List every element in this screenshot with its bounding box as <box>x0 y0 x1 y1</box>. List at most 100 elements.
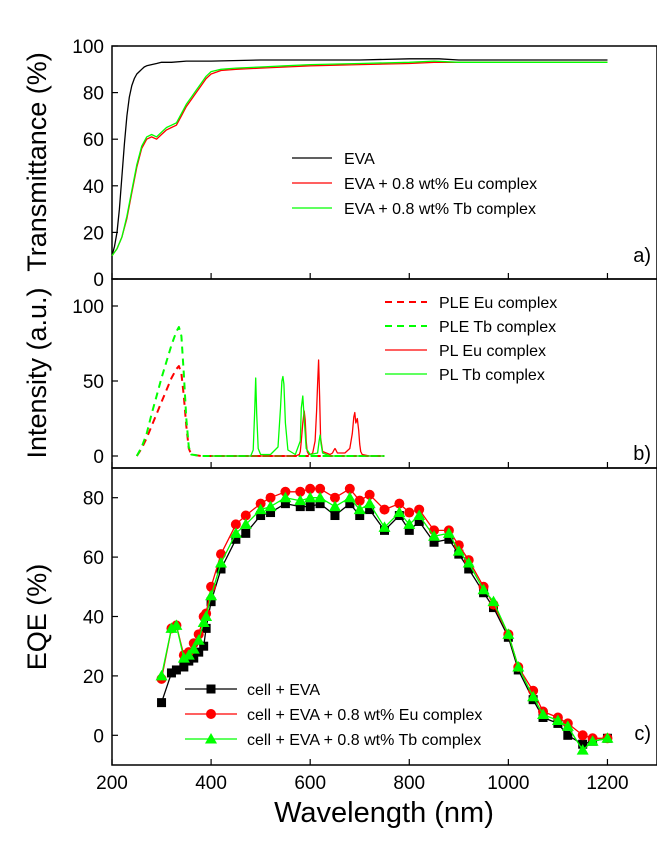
panel-a-y-tick-label: 20 <box>83 223 104 244</box>
panel-c-series-1-point <box>265 492 276 503</box>
panel-c-series-2-point <box>165 622 178 633</box>
panel-a-y-tick-label: 40 <box>83 177 104 198</box>
panel-c-y-axis-label: EQE (%) <box>22 564 52 671</box>
panel-c-series-1-point <box>295 486 306 497</box>
panel-b-series-3-line <box>211 375 385 457</box>
panel-c-series-0-point <box>201 623 211 633</box>
panel-c-series-1-point <box>344 483 355 494</box>
panel-c-series-2-point <box>413 509 426 521</box>
x-tick-label: 1000 <box>487 773 529 794</box>
panel-c-series-2-point <box>205 589 218 601</box>
panel-c-series-2-point <box>294 494 307 506</box>
panel-a-y-tick-label: 0 <box>93 270 104 291</box>
panel-c-y-tick-label: 40 <box>83 608 104 629</box>
panel-c-series-2-point <box>442 527 455 538</box>
panel-c-series-2-point <box>229 527 242 538</box>
x-tick-label: 800 <box>393 773 425 794</box>
panel-c-series-2-point <box>170 619 183 630</box>
panel-c-y-tick-label: 60 <box>83 548 104 569</box>
panel-c-series-0-point <box>199 641 209 651</box>
panel-c-series-0-point <box>266 508 276 518</box>
x-tick-label: 600 <box>294 773 326 794</box>
series-layer <box>111 58 614 755</box>
panel-a-y-tick-label: 80 <box>83 84 104 105</box>
legend-layer: EVA EVA + 0.8 wt% Eu complex EVA + 0.8 wt%… <box>185 151 557 749</box>
panel-b-y-tick-label: 50 <box>83 372 104 393</box>
panel-c-series-0-point <box>464 564 474 574</box>
panel-c-series-2-point <box>343 491 356 503</box>
panel-c-series-1-point <box>577 730 588 741</box>
panel-c-series-2-point <box>393 506 406 518</box>
panel-c-series-2-point <box>477 583 490 595</box>
x-tick-label: 200 <box>96 773 128 794</box>
panel-c-series-2-point <box>512 660 525 672</box>
panel-c-series-2-point <box>192 634 205 645</box>
x-tick-label: 400 <box>195 773 227 794</box>
panel-b-series-1-line <box>135 326 385 457</box>
panel-c-series-0-point <box>444 534 454 544</box>
panel-c-series-2-point <box>254 503 267 515</box>
panel-c-legend-marker <box>206 709 216 719</box>
panel-c-series-2-point <box>353 503 366 515</box>
panel-c-series-2-point <box>197 616 210 627</box>
panel-c-series-0-point <box>330 511 340 521</box>
panel-c-series-2-point <box>177 652 190 663</box>
panel-a-y-tick-label: 60 <box>83 130 104 151</box>
panel-c-series-1-point <box>364 489 375 500</box>
panel-c-series-2-point <box>452 545 465 556</box>
panel-c-tag: c) <box>634 723 651 745</box>
panel-c-series-0-point <box>241 528 251 538</box>
panel-a-series-0-line <box>111 58 608 256</box>
panel-c-series-2-point <box>279 491 292 503</box>
panel-c-series-0-point <box>315 499 325 509</box>
panel-c-series-0-point <box>231 534 241 544</box>
panel-c-series-0-point <box>256 511 266 521</box>
panel-b-y-tick-label: 100 <box>72 297 104 318</box>
panel-c-series-2-point <box>187 643 200 654</box>
panel-c-series-2-point <box>551 714 564 725</box>
panel-c-series-2-point <box>264 500 277 512</box>
panel-c-series-2-point <box>328 500 341 512</box>
panel-c-y-tick-label: 80 <box>83 489 104 510</box>
panel-c-series-0-point <box>295 502 305 512</box>
panel-c-series-0-point <box>365 505 375 515</box>
panel-a-legend-label: EVA <box>344 151 375 168</box>
panel-a-frame <box>111 45 657 280</box>
panel-c-series-2-point <box>576 744 589 755</box>
panel-c-series-0-point <box>179 662 189 672</box>
panel-a-y-axis-label: Transmittance (%) <box>22 52 52 272</box>
panel-c-legend-label: cell + EVA + 0.8 wt% Eu complex <box>247 707 482 724</box>
panel-b-legend-label: PL Eu complex <box>439 343 546 360</box>
panel-c-series-2-point <box>304 491 317 503</box>
panel-c-legend-label: cell + EVA <box>247 682 320 699</box>
panel-c-series-2-point <box>403 518 416 529</box>
panel-c-series-0-point <box>345 499 355 509</box>
panel-a-legend-label: EVA + 0.8 wt% Tb complex <box>344 201 536 218</box>
panel-c-series-2-point <box>561 720 574 731</box>
panel-c-series-0-point <box>404 525 414 535</box>
panel-c-series-1-point <box>404 507 415 518</box>
panel-c-series-2-point <box>314 491 327 503</box>
panel-c-legend-marker <box>206 684 216 694</box>
panel-c-series-1-point <box>305 483 316 494</box>
panel-c-series-0-point <box>171 665 181 675</box>
axes-layer: 200 400 600 800 1000 120002040608010005010002… <box>72 37 628 794</box>
panel-c-legend-label: cell + EVA + 0.8 wt% Tb complex <box>247 732 481 749</box>
panel-c-series-1-point <box>315 483 326 494</box>
panel-c-series-2-point <box>586 735 599 746</box>
panel-c-series-0-point <box>563 730 573 740</box>
panel-c-series-0-point <box>355 511 365 521</box>
panel-c-series-0-point <box>206 597 216 607</box>
panel-b-y-axis-label: Intensity (a.u.) <box>22 287 52 458</box>
panel-b-legend-label: PL Tb complex <box>439 367 545 384</box>
panel-b-frame <box>111 278 657 469</box>
panel-c-series-0-point <box>157 698 167 708</box>
panel-c-series-2-point <box>462 557 475 568</box>
panel-c-series-1-point <box>379 504 390 515</box>
panel-c-legend-marker <box>205 733 217 744</box>
panel-b-y-tick-label: 0 <box>93 447 104 468</box>
panel-c-series-2-point <box>502 628 515 639</box>
panel-c-series-2-point <box>363 497 376 509</box>
panel-c-series-0-point <box>414 516 424 526</box>
panel-c-series-0-point <box>429 537 439 547</box>
